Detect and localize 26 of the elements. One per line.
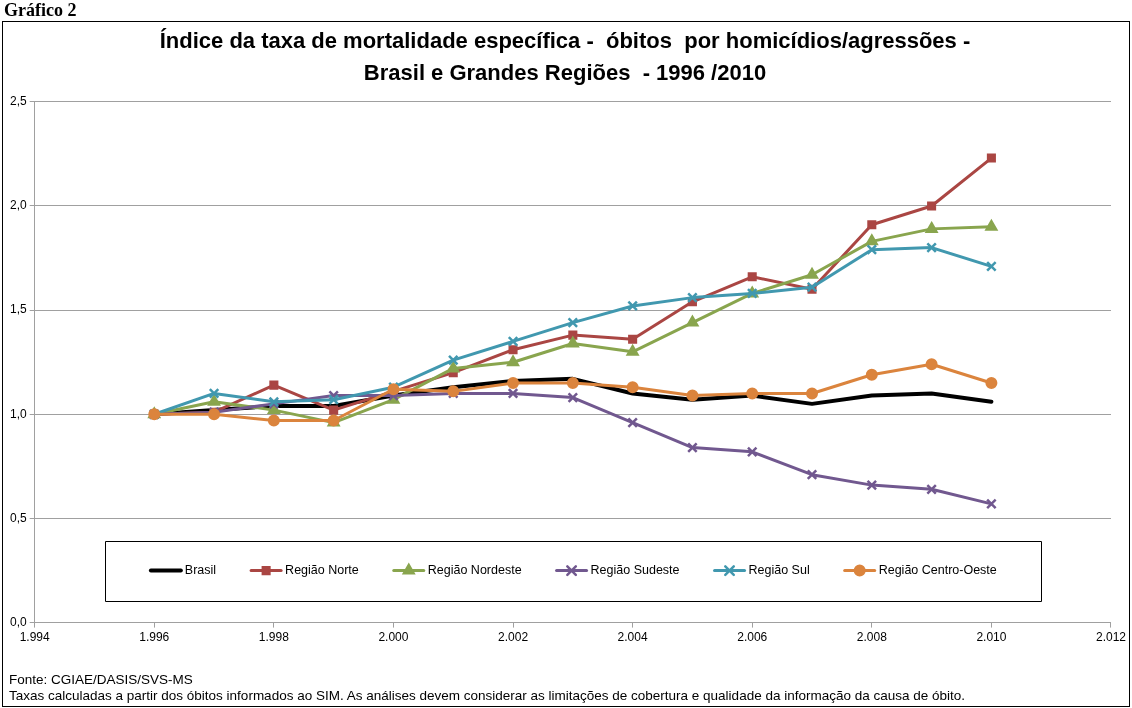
y-tick-label: 2,5: [9, 94, 27, 109]
legend-label: Região Centro-Oeste: [878, 563, 997, 578]
legend-label: Região Sul: [748, 563, 810, 578]
y-tick-label: 1,0: [9, 406, 27, 421]
x-tick-label: 1.998: [258, 630, 290, 645]
x-tick-label: 2.012: [1095, 630, 1127, 645]
x-tick-label: 2.010: [976, 630, 1007, 645]
legend-label: Região Sudeste: [590, 563, 680, 578]
text: Gráfico 2: [4, 0, 77, 20]
x-tick-label: 2.000: [378, 630, 409, 645]
legend-label: Brasil: [184, 563, 217, 578]
source-note: Fonte: CGIAE/DASIS/SVS-MS: [9, 672, 194, 688]
legend-label: Região Nordeste: [427, 563, 522, 578]
y-tick-label: 2,0: [9, 198, 27, 213]
y-tick-label: 1,5: [9, 302, 27, 317]
x-tick-label: 2.004: [617, 630, 648, 645]
y-tick-label: 0,5: [9, 510, 27, 525]
x-tick-label: 2.008: [856, 630, 888, 645]
x-tick-label: 1.994: [19, 630, 51, 645]
x-tick-label: 2.006: [737, 630, 768, 645]
text: Taxas calculadas a partir dos óbitos informados ao SIM. As análises devem considerar as limitações de cobertura e qualidade da informação da causa de óbito.: [9, 688, 966, 704]
legend-label: Região Norte: [285, 563, 359, 578]
x-tick-label: 2.002: [498, 630, 529, 645]
y-tick-label: 0,0: [9, 614, 27, 629]
chart-title: Índice da taxa de mortalidade específica - óbitos por homicídios/agressões - Brasil e Grandes Regiões - 1996 /2010: [159, 28, 971, 85]
x-tick-label: 1.996: [139, 630, 170, 645]
